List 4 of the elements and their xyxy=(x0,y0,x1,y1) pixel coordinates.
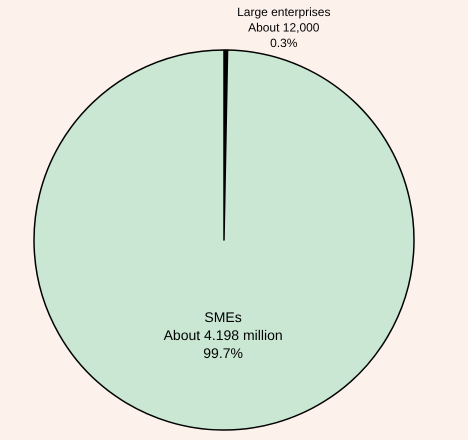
slice-label: SMEs xyxy=(204,308,242,325)
data-label: About 4.198 million 99.7% xyxy=(164,326,283,362)
data-label: About 12,000 0.3% xyxy=(248,20,320,50)
slice-label: Large enterprises xyxy=(237,4,330,19)
